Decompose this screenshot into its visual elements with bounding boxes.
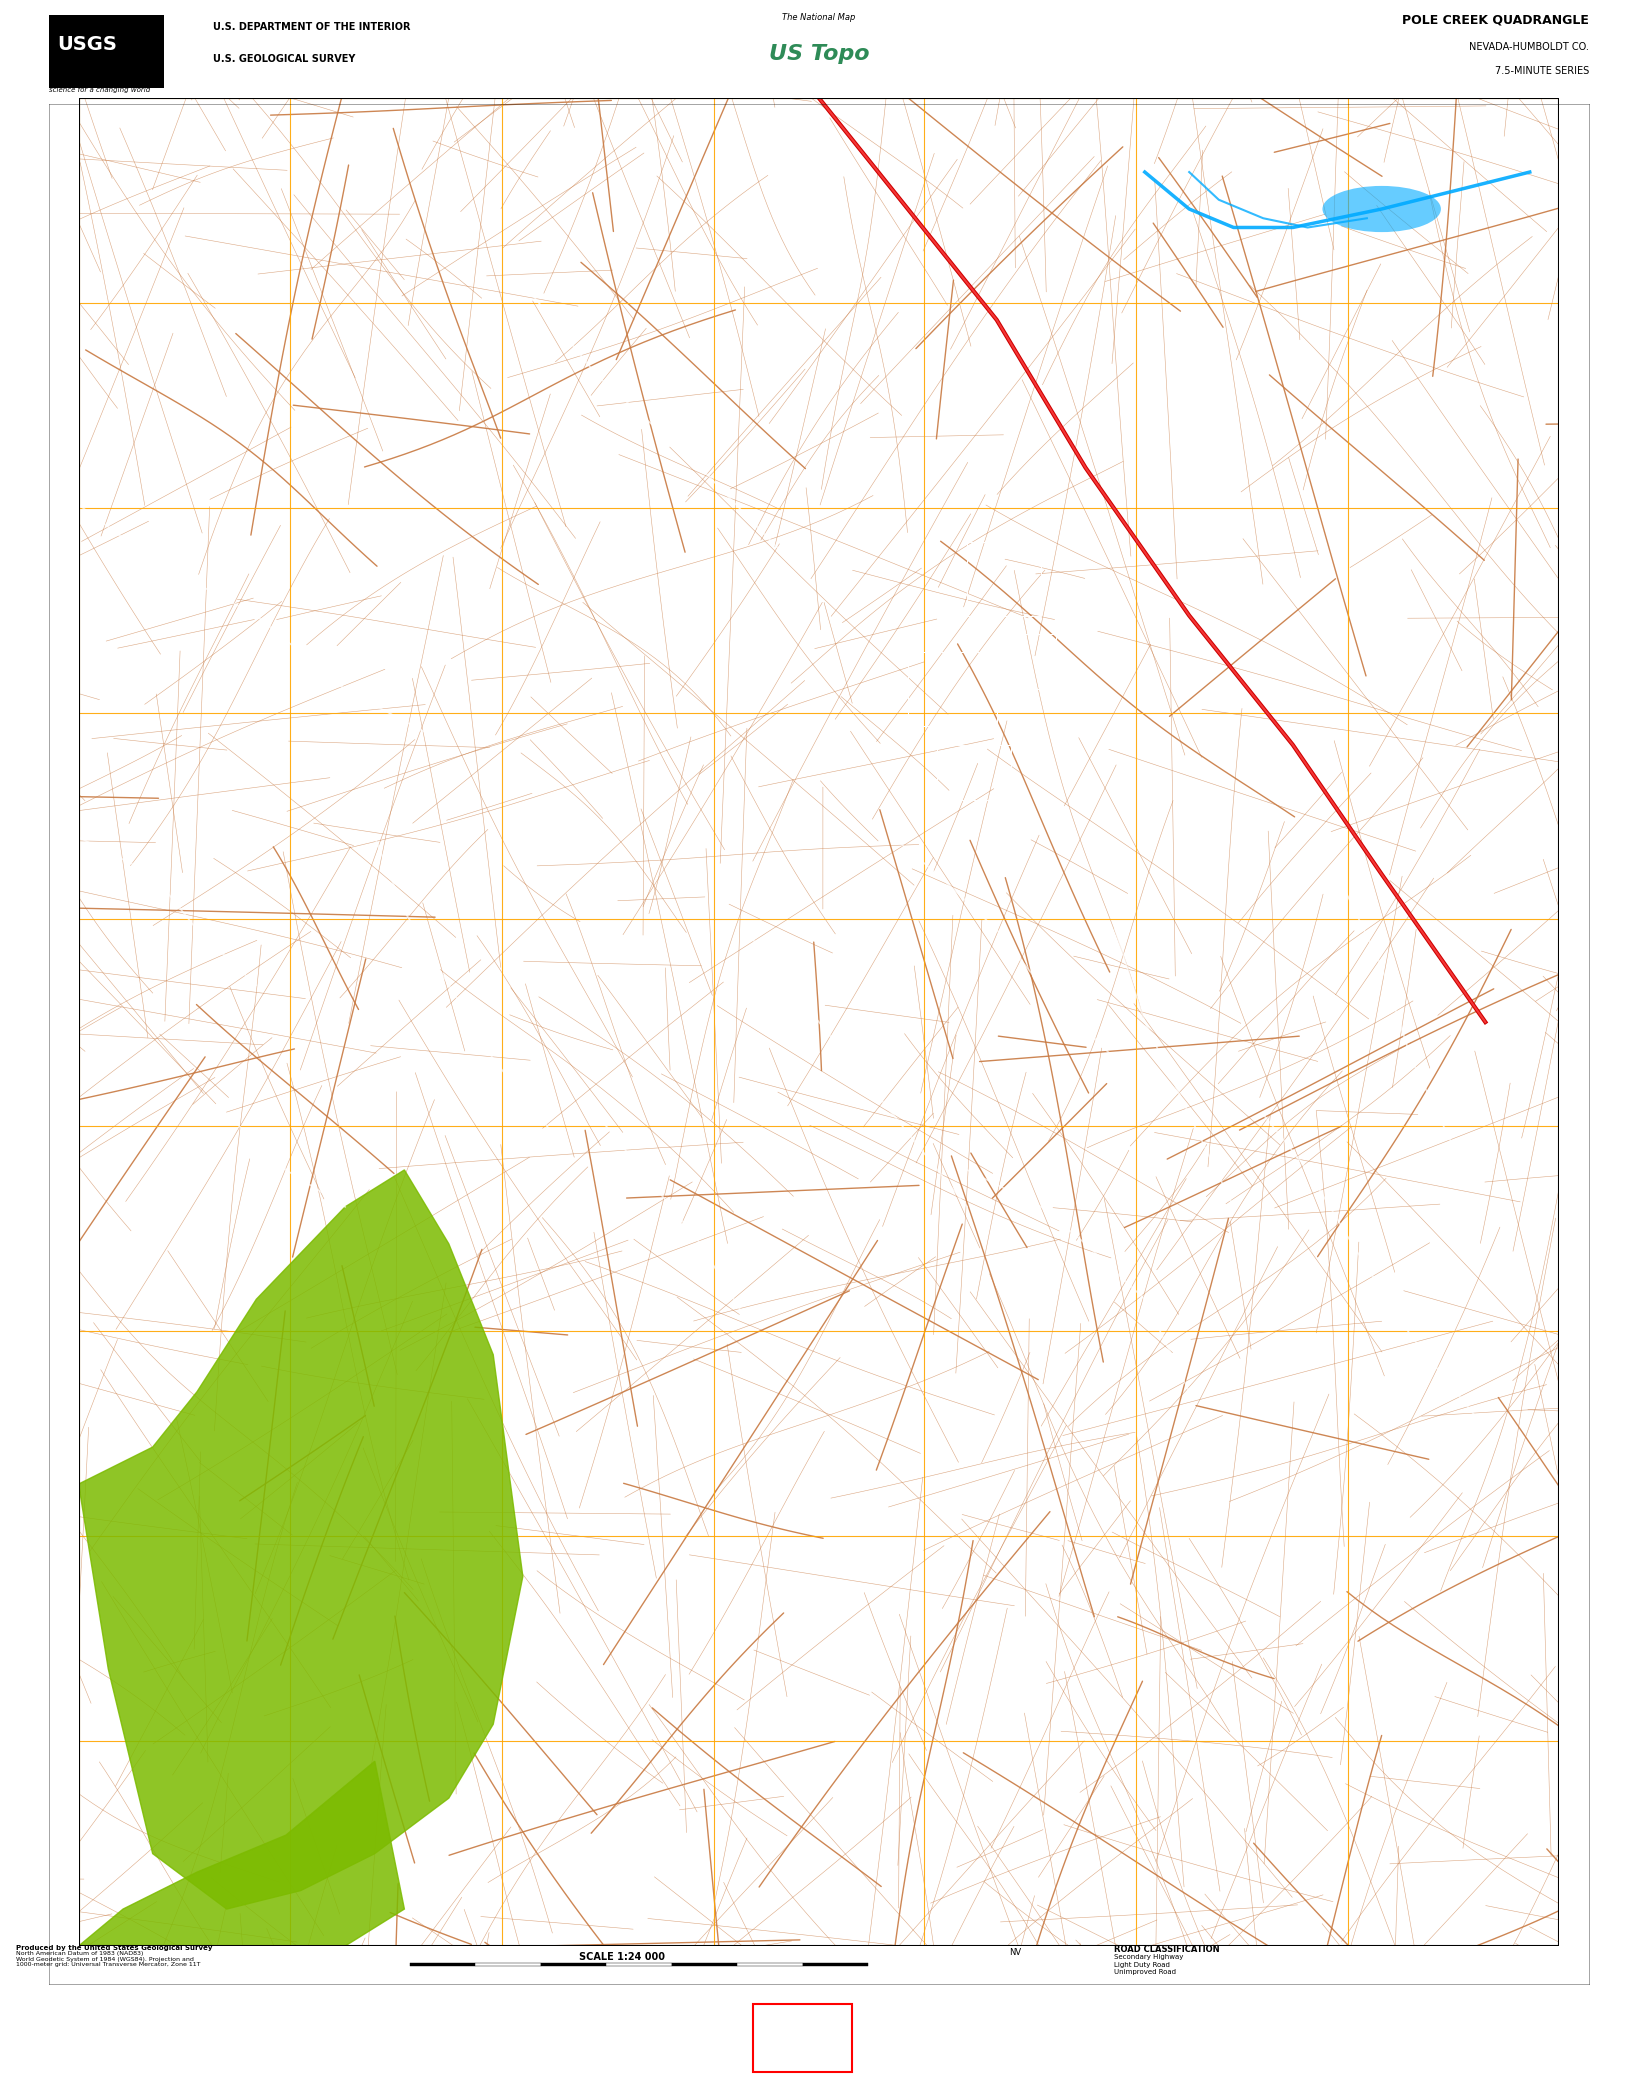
Bar (907, 651, 996, 727)
Text: US Topo: US Topo (768, 44, 870, 65)
Text: North American Datum of 1983 (NAD83): North American Datum of 1983 (NAD83) (16, 1952, 144, 1956)
Text: U.S. GEOLOGICAL SURVEY: U.S. GEOLOGICAL SURVEY (213, 54, 355, 65)
Bar (672, 1963, 737, 1967)
Polygon shape (79, 1760, 405, 1946)
Text: Light Duty Road: Light Duty Road (1114, 1963, 1170, 1967)
Bar (966, 541, 1042, 616)
Bar (753, 2004, 852, 2071)
Bar (541, 1963, 606, 1967)
Ellipse shape (1322, 186, 1441, 232)
Text: SCALE 1:24 000: SCALE 1:24 000 (580, 1952, 665, 1961)
Text: Produced by the United States Geological Survey: Produced by the United States Geological… (16, 1944, 213, 1950)
Text: NEVADA-HUMBOLDT CO.: NEVADA-HUMBOLDT CO. (1469, 42, 1589, 52)
Bar (475, 1963, 541, 1967)
Bar (410, 1963, 475, 1967)
Text: World Geodetic System of 1984 (WGS84). Projection and: World Geodetic System of 1984 (WGS84). P… (16, 1956, 195, 1963)
Text: Secondary Highway: Secondary Highway (1114, 1954, 1183, 1961)
Bar (737, 1963, 803, 1967)
Text: Unimproved Road: Unimproved Road (1114, 1969, 1176, 1975)
Text: science for a changing world: science for a changing world (49, 88, 151, 94)
Bar (606, 1963, 672, 1967)
Text: ROAD CLASSIFICATION: ROAD CLASSIFICATION (1114, 1944, 1219, 1954)
Text: POLE CREEK QUADRANGLE: POLE CREEK QUADRANGLE (1402, 13, 1589, 27)
Bar (937, 745, 1012, 800)
Bar (996, 635, 1057, 689)
Text: USGS: USGS (57, 35, 118, 54)
Bar (49, 15, 164, 88)
Text: 7.5-MINUTE SERIES: 7.5-MINUTE SERIES (1494, 65, 1589, 75)
Text: NV: NV (1009, 1948, 1022, 1956)
Text: The National Map: The National Map (783, 13, 855, 23)
Bar (803, 1963, 868, 1967)
Text: U.S. DEPARTMENT OF THE INTERIOR: U.S. DEPARTMENT OF THE INTERIOR (213, 23, 411, 33)
Polygon shape (79, 1169, 523, 1908)
Text: 1000-meter grid: Universal Transverse Mercator, Zone 11T: 1000-meter grid: Universal Transverse Me… (16, 1963, 201, 1967)
